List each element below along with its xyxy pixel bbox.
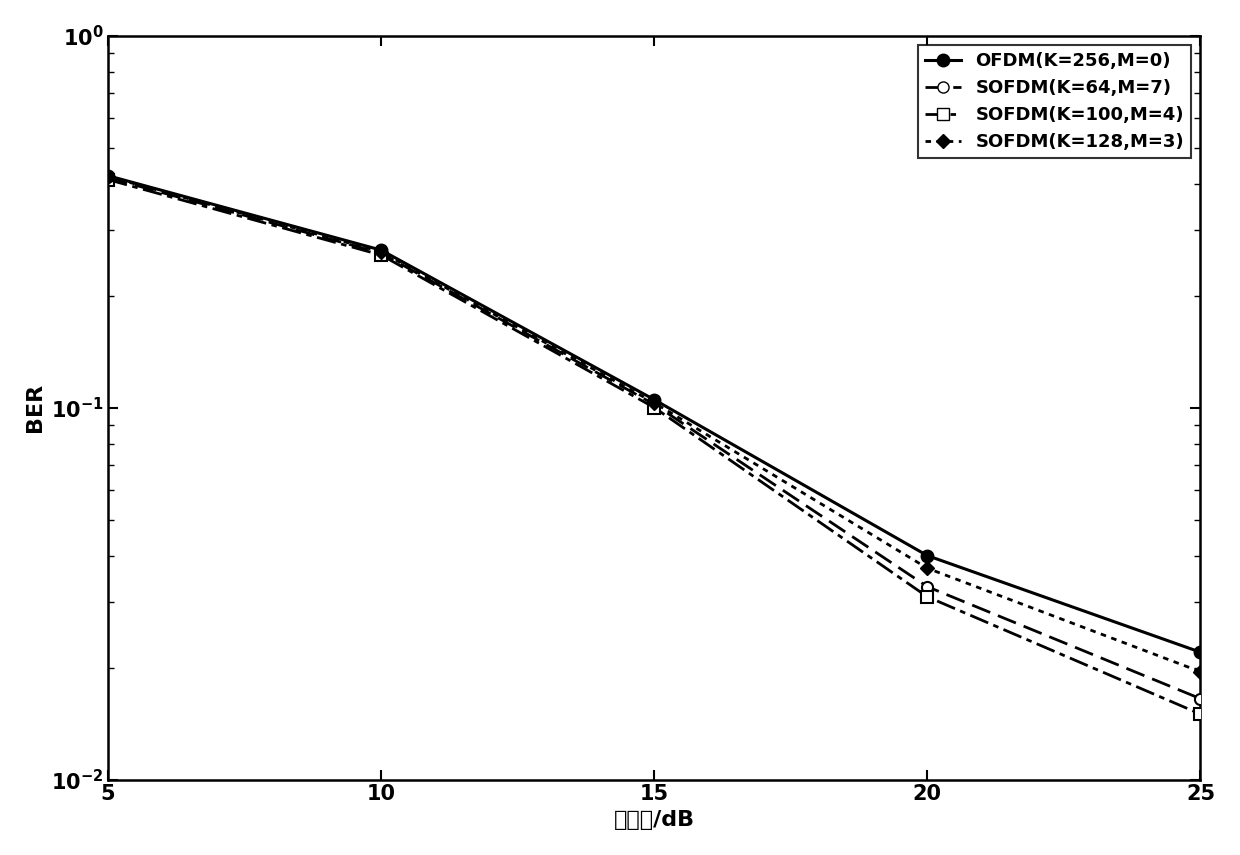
SOFDM(K=64,M=7): [100, 173, 115, 183]
SOFDM(K=64,M=7): [373, 248, 388, 258]
OFDM(K=256,M=0): [100, 171, 115, 181]
X-axis label: 信噪比/dB: 信噪比/dB: [614, 810, 694, 830]
SOFDM(K=100,M=4): [1193, 709, 1208, 719]
SOFDM(K=64,M=7): [647, 399, 662, 410]
Y-axis label: BER: BER: [25, 383, 45, 432]
SOFDM(K=128,M=3): [647, 398, 662, 408]
SOFDM(K=128,M=3): [1193, 667, 1208, 677]
OFDM(K=256,M=0): [1193, 647, 1208, 657]
OFDM(K=256,M=0): [647, 394, 662, 404]
SOFDM(K=128,M=3): [920, 563, 935, 574]
SOFDM(K=100,M=4): [647, 403, 662, 413]
SOFDM(K=64,M=7): [1193, 693, 1208, 704]
Legend: OFDM(K=256,M=0), SOFDM(K=64,M=7), SOFDM(K=100,M=4), SOFDM(K=128,M=3): OFDM(K=256,M=0), SOFDM(K=64,M=7), SOFDM(…: [918, 44, 1192, 158]
Line: SOFDM(K=128,M=3): SOFDM(K=128,M=3): [103, 172, 1205, 676]
SOFDM(K=64,M=7): [920, 581, 935, 592]
SOFDM(K=100,M=4): [920, 592, 935, 602]
OFDM(K=256,M=0): [373, 245, 388, 256]
Line: SOFDM(K=100,M=4): SOFDM(K=100,M=4): [103, 174, 1207, 720]
OFDM(K=256,M=0): [920, 551, 935, 561]
SOFDM(K=128,M=3): [373, 247, 388, 257]
SOFDM(K=100,M=4): [100, 174, 115, 185]
SOFDM(K=100,M=4): [373, 250, 388, 260]
Line: OFDM(K=256,M=0): OFDM(K=256,M=0): [102, 169, 1207, 658]
Line: SOFDM(K=64,M=7): SOFDM(K=64,M=7): [103, 172, 1207, 705]
SOFDM(K=128,M=3): [100, 171, 115, 181]
